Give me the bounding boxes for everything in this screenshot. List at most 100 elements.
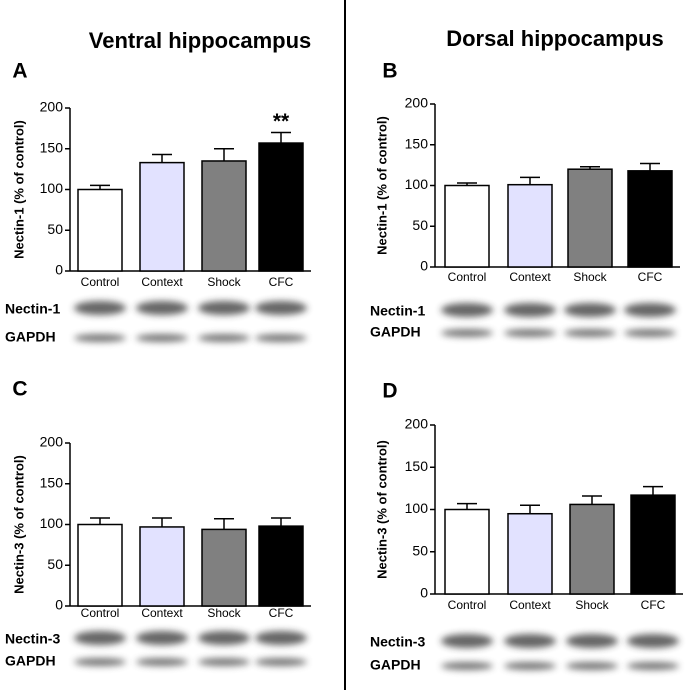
y-axis-label: Nectin-3 (% of control) (11, 455, 26, 594)
x-tick-label: Context (141, 275, 183, 289)
x-tick-label: CFC (638, 270, 663, 284)
x-tick-label: Control (448, 598, 487, 612)
x-tick-label: Control (81, 275, 120, 289)
y-tick-label: 150 (405, 135, 429, 151)
blot-label: GAPDH (5, 329, 56, 345)
panel-letter: D (382, 380, 397, 403)
y-tick-label: 50 (47, 221, 63, 237)
bar (201, 160, 247, 272)
y-tick-label: 200 (405, 416, 429, 432)
x-tick-label: Context (509, 598, 551, 612)
bar (258, 525, 304, 607)
blot-band (504, 634, 556, 648)
bar (444, 184, 490, 268)
blot-band (255, 658, 307, 666)
bar (567, 168, 613, 268)
blot-band (627, 662, 679, 670)
y-axis-label: Nectin-1 (% of control) (11, 120, 26, 259)
blot-label: GAPDH (5, 653, 56, 669)
blot-band (564, 329, 616, 337)
x-tick-label: Control (81, 606, 120, 620)
bar (627, 170, 673, 268)
blot-band (136, 301, 188, 315)
blot-label: Nectin-1 (370, 303, 425, 319)
x-tick-label: Control (448, 270, 487, 284)
bar (569, 503, 615, 595)
y-tick-label: 50 (412, 217, 428, 233)
y-axis-label: Nectin-1 (% of control) (374, 116, 389, 255)
x-tick-label: CFC (269, 606, 294, 620)
bar (201, 528, 247, 607)
blot-band (566, 634, 618, 648)
panel-letter: B (382, 60, 397, 83)
blot-band (564, 303, 616, 317)
y-tick-label: 150 (40, 139, 64, 155)
blot-band (74, 631, 126, 645)
x-tick-label: Context (509, 270, 551, 284)
blot-band (74, 334, 126, 342)
x-tick-label: Shock (207, 606, 241, 620)
blot-band (504, 329, 556, 337)
blot-band (136, 658, 188, 666)
blot-label: Nectin-3 (370, 634, 425, 650)
bar (630, 494, 676, 595)
y-tick-label: 0 (55, 262, 63, 278)
bar (139, 526, 185, 607)
bar (444, 508, 490, 595)
y-tick-label: 100 (40, 515, 64, 531)
y-tick-label: 100 (405, 500, 429, 516)
blot-band (74, 301, 126, 315)
y-tick-label: 150 (405, 458, 429, 474)
x-tick-label: Shock (207, 275, 241, 289)
blot-band (441, 634, 493, 648)
blot-band (504, 662, 556, 670)
y-tick-label: 0 (420, 585, 428, 601)
x-tick-label: CFC (269, 275, 294, 289)
y-tick-label: 0 (420, 258, 428, 274)
blot-band (136, 631, 188, 645)
y-tick-label: 50 (412, 542, 428, 558)
y-tick-label: 150 (40, 474, 64, 490)
y-tick-label: 100 (40, 180, 64, 196)
bar (77, 523, 123, 607)
bar (507, 183, 553, 268)
blot-band (74, 658, 126, 666)
blot-band (136, 334, 188, 342)
x-tick-label: Context (141, 606, 183, 620)
blot-band (255, 301, 307, 315)
bar (77, 188, 123, 272)
panel-letter: A (12, 60, 27, 83)
blot-band (198, 658, 250, 666)
y-tick-label: 200 (40, 434, 64, 450)
x-tick-label: Shock (573, 270, 607, 284)
blot-band (198, 631, 250, 645)
blot-band (624, 329, 676, 337)
blot-band (627, 634, 679, 648)
blot-band (624, 303, 676, 317)
blot-label: GAPDH (370, 657, 421, 673)
blot-band (441, 662, 493, 670)
blot-label: Nectin-3 (5, 631, 60, 647)
blot-band (198, 301, 250, 315)
y-tick-label: 200 (405, 95, 429, 111)
blot-band (441, 303, 493, 317)
blot-label: GAPDH (370, 324, 421, 340)
blot-band (198, 334, 250, 342)
y-tick-label: 100 (405, 176, 429, 192)
panel-letter: C (12, 378, 27, 401)
bar (258, 142, 304, 272)
blot-band (504, 303, 556, 317)
y-tick-label: 200 (40, 99, 64, 115)
blot-band (255, 334, 307, 342)
bar (507, 512, 553, 595)
blot-band (255, 631, 307, 645)
y-tick-label: 50 (47, 556, 63, 572)
blot-band (566, 662, 618, 670)
blot-label: Nectin-1 (5, 301, 60, 317)
y-tick-label: 0 (55, 597, 63, 613)
x-tick-label: CFC (641, 598, 666, 612)
blot-band (441, 329, 493, 337)
column-title: Dorsal hippocampus (446, 26, 664, 51)
